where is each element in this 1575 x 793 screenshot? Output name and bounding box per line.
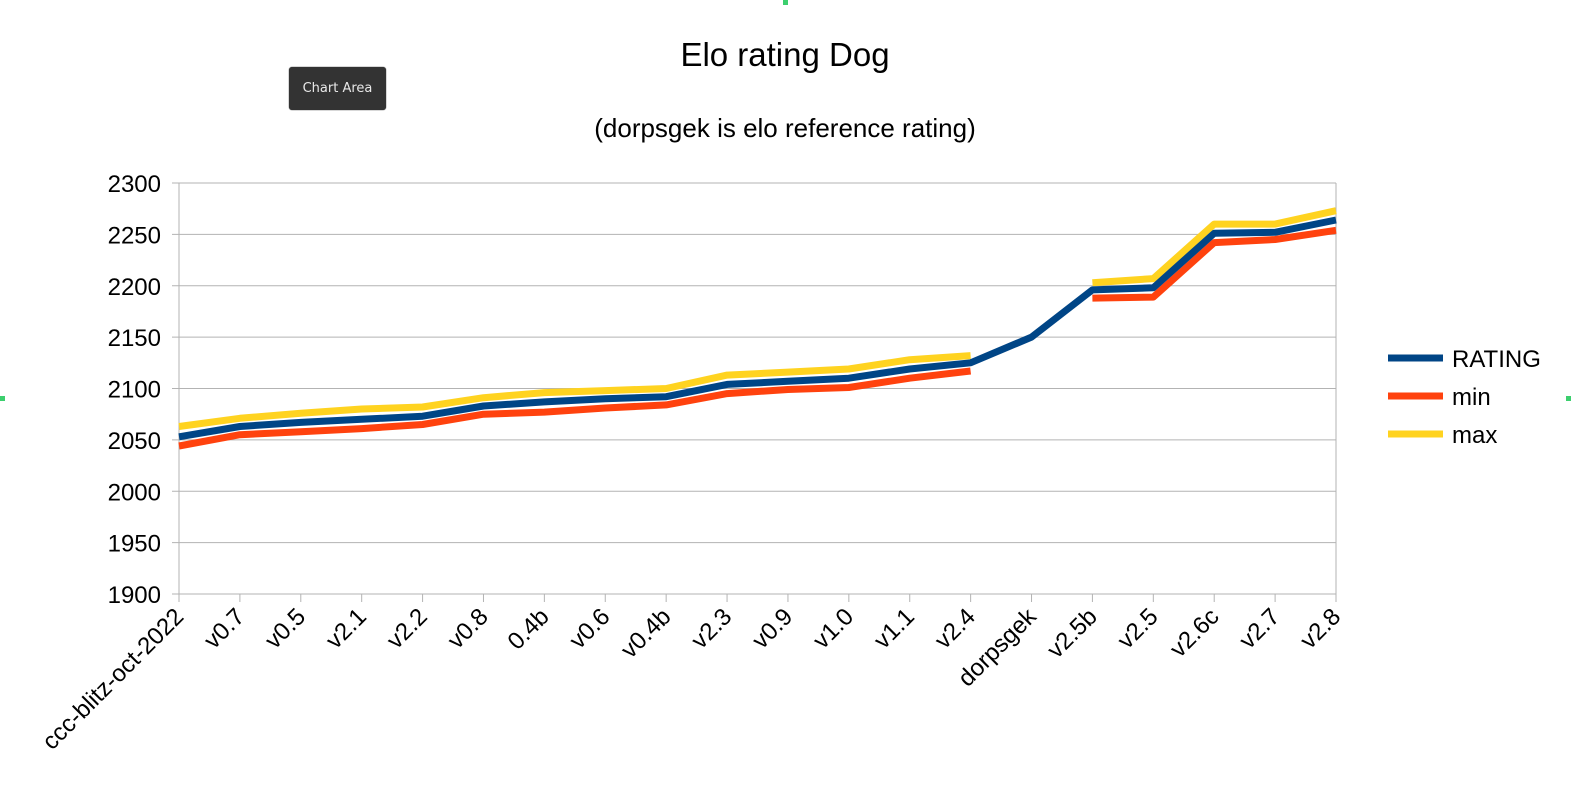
x-tick-label: v0.9 [747,603,798,654]
x-tick-label: v0.4b [616,603,677,664]
legend-label-max: max [1452,422,1497,449]
legend-label-min: min [1452,384,1491,411]
y-tick-label: 2200 [108,274,161,301]
x-tick-label: v2.5 [1112,603,1163,654]
x-tick-label: v2.5b [1042,603,1103,664]
y-axis: 1900 1950 2000 2050 2100 2150 2200 2250 2300 [108,171,1337,609]
x-tick-label: v1.1 [869,603,920,654]
y-tick-label: 2050 [108,428,161,455]
y-tick-label: 2000 [108,479,161,506]
x-tick-label: v0.5 [260,603,311,654]
x-tick-label: v2.3 [686,603,737,654]
selection-handle-right[interactable] [1566,396,1571,401]
series-line-rating[interactable] [178,216,1337,441]
x-tick-label: v1.0 [808,603,859,654]
chart-area-tooltip: Chart Area [289,67,386,110]
x-axis: ccc-blitz-oct-2022 v0.7 v0.5 v2.1 v2.2 v0.8 0.… [37,593,1346,755]
x-tick-label: v2.6c [1165,603,1225,663]
x-tick-label: v2.7 [1234,603,1285,654]
series-line-min[interactable] [178,226,1337,450]
x-tick-label: v0.7 [199,603,250,654]
y-tick-label: 2300 [108,171,161,198]
x-tick-label: v2.2 [382,603,433,654]
x-tick-label: v2.1 [321,603,372,654]
x-tick-label: v0.8 [443,603,494,654]
y-tick-label: 2150 [108,325,161,352]
chart-subtitle: (dorpsgek is elo reference rating) [594,113,976,143]
legend-label-rating: RATING [1452,346,1541,373]
y-tick-label: 1900 [108,582,161,609]
selection-handle-left[interactable] [0,396,5,401]
legend[interactable]: RATING min max [1388,346,1541,449]
selection-handle-top[interactable] [783,0,788,5]
y-tick-label: 2250 [108,222,161,249]
series-line-max[interactable] [178,207,1337,430]
x-tick-label: 0.4b [502,603,554,655]
plot-area[interactable] [178,207,1337,450]
x-tick-label: v2.4 [930,603,981,654]
y-tick-label: 2100 [108,377,161,404]
chart-title: Elo rating Dog [680,36,889,73]
x-tick-label: v0.6 [564,603,615,654]
y-tick-label: 1950 [108,531,161,558]
x-tick-label: v2.8 [1295,603,1346,654]
x-tick-label: ccc-blitz-oct-2022 [37,603,189,755]
